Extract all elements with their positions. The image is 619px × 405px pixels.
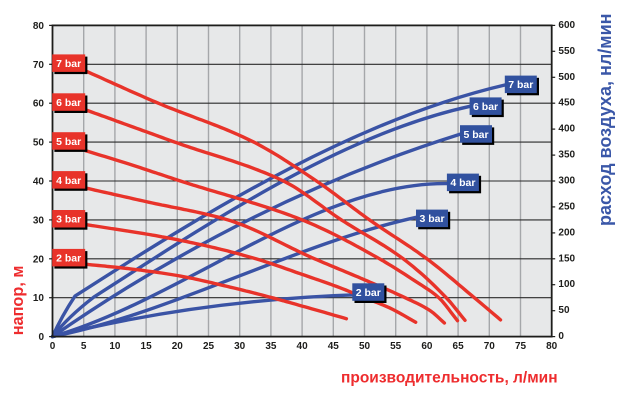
svg-text:60: 60	[421, 341, 433, 352]
svg-text:500: 500	[558, 72, 575, 83]
svg-text:20: 20	[33, 254, 45, 265]
svg-text:6 bar: 6 bar	[56, 97, 81, 109]
svg-text:50: 50	[33, 138, 45, 149]
svg-text:40: 40	[297, 341, 309, 352]
svg-text:350: 350	[558, 150, 575, 161]
svg-text:4 bar: 4 bar	[56, 175, 81, 187]
svg-text:35: 35	[265, 341, 277, 352]
svg-text:40: 40	[33, 177, 45, 188]
svg-text:0: 0	[558, 331, 564, 342]
svg-text:45: 45	[328, 341, 340, 352]
svg-text:60: 60	[33, 99, 45, 110]
svg-text:200: 200	[558, 227, 575, 238]
svg-text:30: 30	[234, 341, 246, 352]
svg-text:70: 70	[484, 341, 496, 352]
svg-text:80: 80	[33, 21, 45, 32]
svg-text:450: 450	[558, 98, 575, 109]
svg-text:20: 20	[172, 341, 184, 352]
svg-text:550: 550	[558, 46, 575, 57]
svg-text:5 bar: 5 bar	[56, 136, 81, 148]
svg-text:0: 0	[38, 332, 44, 343]
svg-text:80: 80	[546, 341, 558, 352]
svg-text:10: 10	[109, 341, 121, 352]
svg-text:10: 10	[33, 293, 45, 304]
svg-text:5: 5	[81, 341, 87, 352]
svg-text:70: 70	[33, 60, 45, 71]
svg-text:4 bar: 4 bar	[450, 177, 475, 189]
svg-text:0: 0	[50, 341, 56, 352]
svg-text:400: 400	[558, 124, 575, 135]
svg-text:7 bar: 7 bar	[508, 79, 533, 91]
svg-text:55: 55	[390, 341, 402, 352]
svg-text:30: 30	[33, 215, 45, 226]
svg-text:300: 300	[558, 176, 575, 187]
svg-text:5 bar: 5 bar	[463, 129, 488, 141]
svg-text:250: 250	[558, 201, 575, 212]
svg-text:расход воздуха, нл/мин: расход воздуха, нл/мин	[595, 13, 615, 226]
svg-text:75: 75	[515, 341, 527, 352]
svg-text:100: 100	[558, 279, 575, 290]
svg-text:3 bar: 3 bar	[56, 214, 81, 226]
svg-text:напор, м: напор, м	[9, 266, 27, 336]
svg-text:15: 15	[141, 341, 153, 352]
svg-text:6 bar: 6 bar	[473, 101, 498, 113]
svg-text:2 bar: 2 bar	[356, 287, 381, 299]
svg-text:600: 600	[558, 20, 575, 31]
svg-text:2 bar: 2 bar	[56, 253, 81, 265]
svg-text:150: 150	[558, 253, 575, 264]
svg-text:7 bar: 7 bar	[56, 58, 81, 70]
svg-text:50: 50	[558, 305, 570, 316]
svg-text:производительность, л/мин: производительность, л/мин	[341, 370, 558, 387]
svg-text:50: 50	[359, 341, 371, 352]
svg-text:25: 25	[203, 341, 215, 352]
svg-text:3 bar: 3 bar	[419, 213, 444, 225]
svg-text:65: 65	[453, 341, 465, 352]
